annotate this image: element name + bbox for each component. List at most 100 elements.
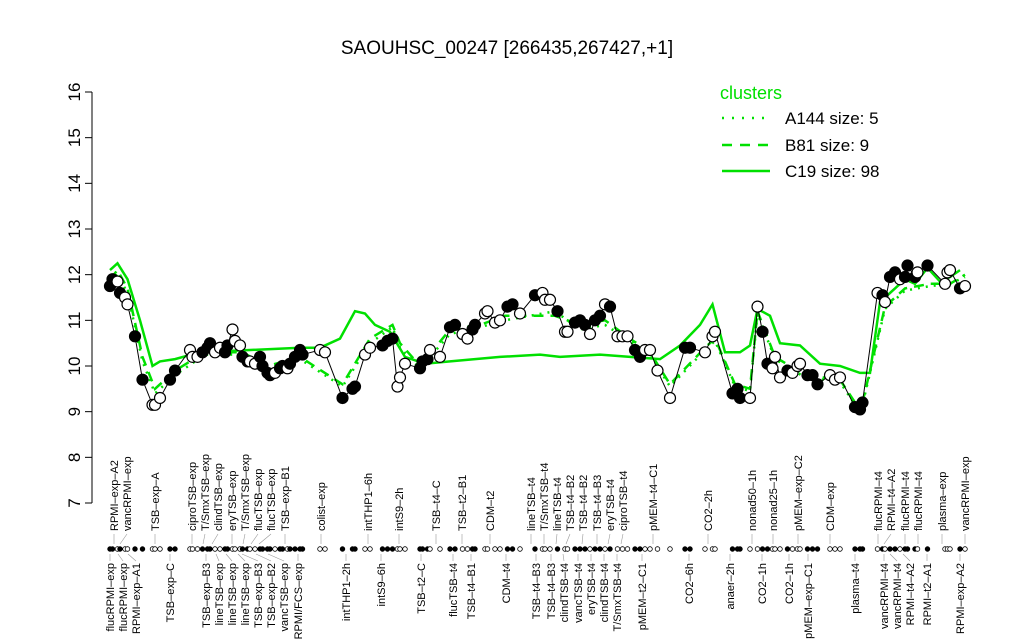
sample-dot xyxy=(292,546,298,552)
x-tick-label-bottom: flucRPMI–exp xyxy=(118,563,130,631)
sample-dot xyxy=(117,546,123,552)
sample-dot xyxy=(362,546,368,552)
x-tick-leader-top xyxy=(211,533,219,545)
x-tick-leader-bottom xyxy=(562,553,565,562)
sample-dot xyxy=(194,546,201,552)
x-tick-label-top: plasma–exp xyxy=(937,472,949,531)
sample-dot xyxy=(947,546,953,552)
x-tick-label-bottom: pMEM–exp–C1 xyxy=(803,563,815,639)
x-tick-label-bottom: vancTSB–t4 xyxy=(573,563,585,623)
x-tick-label-top: vancRPMI–exp xyxy=(122,456,134,531)
sample-dot xyxy=(882,546,888,552)
x-tick-label-top: flucRPMI–t4 xyxy=(913,471,925,531)
x-tick-label-bottom: RPMI–t2–A1 xyxy=(922,563,934,625)
sample-dot xyxy=(287,546,293,552)
x-tick-label-bottom: vancRPMI–t4 xyxy=(879,563,891,629)
sample-point xyxy=(743,391,757,405)
sample-dot xyxy=(772,546,778,552)
sample-dot xyxy=(224,546,231,552)
x-tick-label-bottom: RPMI–exp–A1 xyxy=(131,563,143,634)
sample-dot xyxy=(832,546,838,552)
x-tick-labels: RPMI–exp–A2 vancRPMI–exp TSB–exp–A ciproTSB… xyxy=(105,454,972,639)
x-tick-label-bottom: TSB–t4–B3 xyxy=(531,563,543,619)
sample-dot xyxy=(682,546,688,552)
x-tick-label-bottom: T/SmxTSB–t4 xyxy=(612,563,624,631)
x-tick-label-top: TSB–t4–B3 xyxy=(592,475,604,531)
legend-label-c19: C19 size: 98 xyxy=(785,162,880,181)
x-tick-label-bottom: CDM–t4 xyxy=(501,563,513,603)
sample-dot xyxy=(267,546,273,552)
sample-dot xyxy=(157,546,163,552)
sample-dot xyxy=(124,546,131,552)
sample-dot xyxy=(484,546,491,552)
sample-point xyxy=(163,373,177,386)
sample-dot xyxy=(667,546,673,552)
sample-dot xyxy=(532,546,538,552)
y-tick-label: 13 xyxy=(65,220,84,239)
legend-title: clusters xyxy=(720,83,782,103)
sample-point xyxy=(621,330,634,343)
y-tick-label: 8 xyxy=(65,453,84,462)
x-tick-label-bottom: flucRPMI–exp xyxy=(105,563,117,631)
sample-point xyxy=(603,300,617,313)
sample-dot xyxy=(504,546,511,552)
sample-dot-row xyxy=(107,546,968,552)
sample-point xyxy=(766,362,779,375)
sample-point xyxy=(708,325,722,338)
sample-dot xyxy=(804,546,811,552)
x-tick-leader-top xyxy=(883,533,892,545)
sample-point xyxy=(393,371,407,384)
x-tick-label-top: flucTSB–exp xyxy=(266,469,278,531)
sample-point xyxy=(578,318,592,331)
sample-dot xyxy=(837,546,843,552)
x-tick-label-bottom: RPMI–exp–A2 xyxy=(955,563,967,634)
sample-dot xyxy=(259,546,266,552)
sample-dot xyxy=(814,546,821,552)
x-tick-label-top: eryTSB–exp xyxy=(227,470,239,531)
sample-dot xyxy=(624,546,631,552)
y-tick-label: 12 xyxy=(65,265,84,284)
sample-dot xyxy=(339,546,346,552)
sample-point xyxy=(398,357,412,370)
x-tick-label-top: nonad25–1h xyxy=(768,470,780,531)
sample-point xyxy=(468,318,482,331)
x-tick-label-top: TSB–t2–B1 xyxy=(457,475,469,531)
sample-point xyxy=(943,264,957,277)
sample-dot xyxy=(887,546,893,552)
sample-point xyxy=(336,391,349,405)
sample-point xyxy=(121,298,134,311)
sample-dot xyxy=(252,546,258,552)
x-tick-label-top: T/SmxTSB–t4 xyxy=(539,463,551,531)
sample-dot xyxy=(577,546,583,552)
sample-point xyxy=(593,309,607,322)
y-tick-label: 11 xyxy=(65,312,84,330)
sample-dot xyxy=(712,546,718,552)
x-tick-leader-top xyxy=(565,533,571,545)
x-tick-label-top: intS9–2h xyxy=(394,488,406,531)
sample-dot xyxy=(217,546,223,552)
x-tick-label-top: TSB–exp–B1 xyxy=(280,466,292,531)
y-tick-label: 10 xyxy=(65,357,84,376)
sample-points xyxy=(103,259,972,416)
sample-dot xyxy=(299,546,306,552)
sample-point xyxy=(768,350,782,363)
sample-dot xyxy=(207,546,213,552)
sample-dot xyxy=(472,546,478,552)
x-tick-label-top: flucRPMI–t4 xyxy=(873,471,885,531)
x-tick-leader-bottom xyxy=(127,553,137,562)
sample-point xyxy=(898,270,912,284)
sample-point xyxy=(651,364,664,377)
sample-point xyxy=(938,277,952,290)
x-tick-label-top: TSB–t4–B2 xyxy=(565,475,577,531)
sample-dot xyxy=(759,546,766,552)
x-tick-label-bottom: plasma–t4 xyxy=(850,563,862,614)
x-tick-label-bottom: clindTSB–t4 xyxy=(599,563,611,622)
y-tick-label: 9 xyxy=(65,407,84,416)
sample-point xyxy=(423,343,437,357)
x-tick-label-top: flucTSB–exp xyxy=(253,469,265,531)
sample-dot xyxy=(572,546,578,552)
sample-dot xyxy=(729,546,736,552)
sample-point xyxy=(296,348,309,361)
sample-point xyxy=(203,337,217,350)
sample-point xyxy=(481,305,494,318)
